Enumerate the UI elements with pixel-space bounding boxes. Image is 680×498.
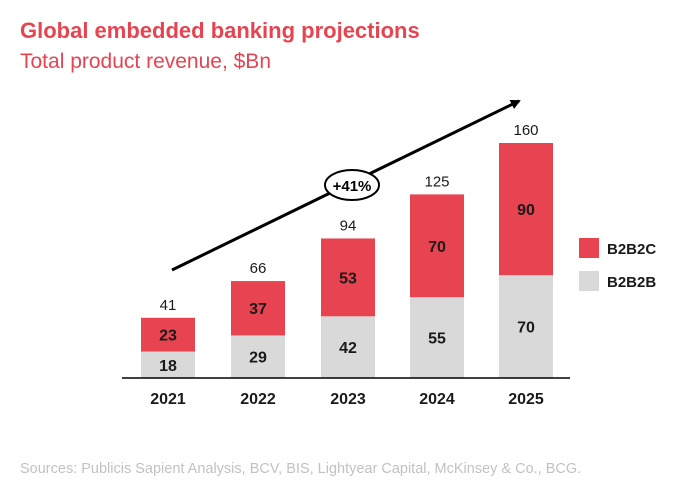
- bar-segment-b2b2b-2023: [321, 316, 375, 378]
- total-label-2023: 94: [340, 217, 357, 234]
- bar-segment-b2b2b-2022: [231, 335, 285, 378]
- x-tick-label-2021: 2021: [150, 391, 186, 408]
- legend-swatch-b2b2c: [579, 238, 599, 258]
- x-tick-labels: 2021 2022 2023 2024 2025: [150, 391, 544, 408]
- growth-annotation-badge: +41%: [324, 169, 380, 201]
- data-label-b2b2b-2023: 42: [339, 340, 357, 357]
- bar-segment-b2b2c-2024: [410, 194, 464, 298]
- total-label-2024: 125: [424, 173, 449, 190]
- data-label-b2b2c-2021: 23: [159, 328, 177, 345]
- x-tick-label-2025: 2025: [508, 391, 544, 408]
- legend-label-b2b2b: B2B2B: [607, 274, 656, 291]
- total-label-2022: 66: [250, 260, 267, 277]
- bar-segment-b2b2b-2021: [141, 351, 195, 378]
- legend-swatch-b2b2b: [579, 271, 599, 291]
- chart-title: Global embedded banking projections: [20, 18, 420, 43]
- bar-segment-b2b2b-2025: [499, 275, 553, 378]
- bar-segment-b2b2b-2024: [410, 297, 464, 378]
- source-note: Sources: Publicis Sapient Analysis, BCV,…: [20, 461, 582, 477]
- data-label-b2b2c-2025: 90: [517, 202, 535, 219]
- total-label-2021: 41: [160, 297, 177, 314]
- growth-annotation-label: +41%: [333, 178, 372, 195]
- legend: B2B2C B2B2B: [579, 238, 656, 291]
- data-label-b2b2c-2024: 70: [428, 239, 446, 256]
- bars-layer: 18 23 41 29 37 66 42 53 94 55 70 125 70 90 160: [141, 122, 553, 378]
- bar-segment-b2b2c-2022: [231, 281, 285, 336]
- data-label-b2b2b-2025: 70: [517, 320, 535, 337]
- chart-subtitle: Total product revenue, $Bn: [20, 50, 271, 73]
- data-label-b2b2c-2023: 53: [339, 270, 357, 287]
- bar-segment-b2b2c-2023: [321, 238, 375, 317]
- legend-label-b2b2c: B2B2C: [607, 241, 656, 258]
- bar-segment-b2b2c-2021: [141, 317, 195, 352]
- total-label-2025: 160: [513, 122, 538, 139]
- data-label-b2b2b-2022: 29: [249, 350, 267, 367]
- x-tick-label-2023: 2023: [330, 391, 366, 408]
- data-label-b2b2b-2021: 18: [159, 358, 177, 375]
- data-label-b2b2b-2024: 55: [428, 331, 446, 348]
- x-tick-label-2024: 2024: [419, 391, 455, 408]
- data-label-b2b2c-2022: 37: [249, 301, 267, 318]
- x-tick-label-2022: 2022: [240, 391, 276, 408]
- bar-segment-b2b2c-2025: [499, 143, 553, 276]
